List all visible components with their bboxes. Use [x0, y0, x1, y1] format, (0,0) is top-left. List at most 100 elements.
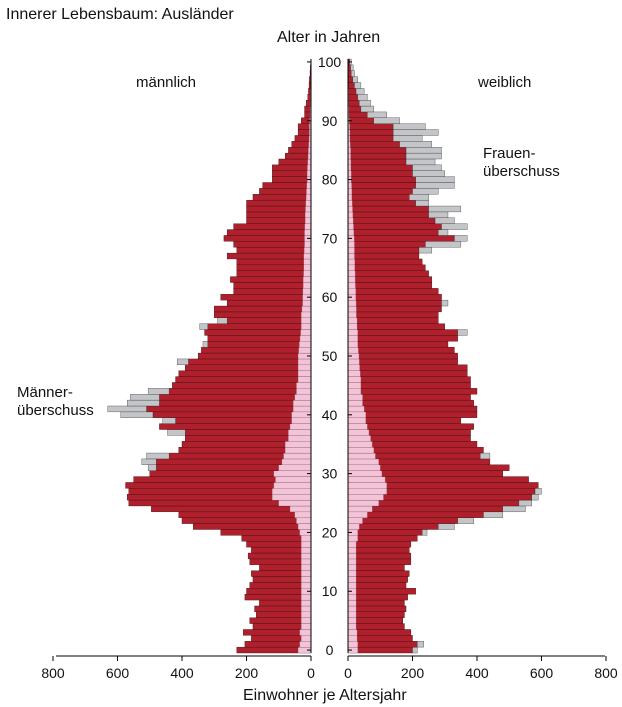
- female-inner-age-39: [347, 417, 366, 424]
- male-bar-age-24: [151, 505, 312, 513]
- female-bar-age-22: [347, 517, 458, 524]
- age-tick-label-40: 40: [322, 407, 338, 423]
- female-bar-age-86: [347, 141, 400, 148]
- female-inner-age-37: [347, 429, 370, 436]
- male-bar-age-53: [207, 335, 312, 342]
- female-bar-age-10: [347, 588, 416, 595]
- female-bar-age-12: [347, 576, 408, 583]
- male-inner-age-43: [294, 394, 312, 401]
- female-bar-age-9: [347, 594, 408, 601]
- female-inner-age-23: [347, 511, 368, 518]
- female-bar-age-62: [347, 282, 433, 289]
- male-inner-age-46: [297, 376, 312, 383]
- female-inner-age-57: [347, 311, 357, 318]
- female-bar-age-4: [347, 623, 405, 630]
- female-surplus-age-83: [405, 158, 436, 166]
- male-inner-age-66: [303, 258, 312, 265]
- male-bar-age-52: [207, 341, 312, 348]
- female-bar-age-73: [347, 217, 436, 224]
- female-inner-age-24: [347, 505, 373, 512]
- female-bar-age-95: [347, 88, 357, 95]
- female-bar-age-2: [347, 635, 413, 642]
- female-bar-age-13: [347, 570, 410, 577]
- female-inner-age-25: [347, 499, 379, 507]
- male-surplus-age-32: [141, 458, 157, 465]
- female-bar-age-48: [347, 364, 468, 371]
- female-surplus-age-26: [531, 494, 539, 501]
- male-inner-age-67: [303, 252, 312, 260]
- male-inner-age-33: [283, 452, 312, 460]
- female-inner-age-18: [347, 541, 357, 548]
- female-inner-age-62: [347, 282, 356, 289]
- male-inner-age-69: [304, 241, 312, 248]
- male-inner-age-6: [301, 611, 312, 618]
- male-bar-age-22: [181, 517, 312, 524]
- male-inner-age-27: [272, 488, 312, 495]
- female-inner-age-55: [347, 323, 358, 330]
- female-inner-age-19: [347, 535, 358, 542]
- male-inner-age-24: [289, 505, 312, 512]
- female-surplus-age-75: [428, 205, 462, 213]
- female-inner-age-7: [347, 605, 357, 612]
- male-bar-age-80: [272, 176, 312, 183]
- x-tick-label-left-600: 600: [106, 665, 130, 681]
- female-surplus-age-24: [502, 505, 526, 513]
- male-bar-age-68: [236, 247, 312, 254]
- male-inner-age-41: [293, 405, 312, 412]
- male-inner-age-42: [293, 399, 312, 407]
- age-tick-label-0: 0: [326, 642, 334, 658]
- female-inner-age-6: [347, 611, 357, 618]
- male-bar-age-42: [159, 399, 312, 407]
- female-bar-age-51: [347, 347, 455, 354]
- female-inner-age-30: [347, 470, 382, 477]
- male-bar-age-64: [236, 270, 312, 277]
- male-inner-age-55: [301, 323, 312, 330]
- male-surplus-label: Männer- überschuss: [17, 384, 94, 420]
- male-surplus-age-56: [217, 317, 228, 324]
- male-bar-age-69: [233, 241, 312, 248]
- male-inner-age-37: [288, 429, 312, 436]
- female-surplus-age-73: [434, 217, 455, 224]
- male-bar-age-75: [246, 205, 312, 213]
- female-bar-age-68: [347, 247, 420, 254]
- male-inner-age-73: [305, 217, 312, 224]
- female-surplus-age-72: [441, 223, 468, 230]
- female-inner-age-9: [347, 594, 357, 601]
- female-bar-age-57: [347, 311, 439, 318]
- male-inner-age-16: [301, 552, 312, 560]
- male-inner-age-78: [306, 188, 312, 195]
- female-inner-age-75: [347, 205, 353, 213]
- female-surplus-age-91: [367, 111, 387, 118]
- female-inner-age-74: [347, 211, 353, 218]
- female-surplus-age-86: [399, 141, 433, 148]
- female-inner-age-1: [347, 641, 358, 648]
- age-tick-label-50: 50: [322, 348, 338, 364]
- female-bar-age-7: [347, 605, 407, 613]
- female-inner-age-4: [347, 623, 357, 630]
- female-bar-age-16: [347, 552, 412, 560]
- male-surplus-age-40: [120, 411, 154, 418]
- male-bar-age-81: [272, 170, 312, 177]
- female-inner-age-41: [347, 405, 365, 412]
- female-surplus-age-92: [360, 105, 374, 113]
- female-inner-age-66: [347, 258, 355, 265]
- female-bar-age-59: [347, 299, 442, 307]
- male-inner-age-5: [301, 617, 312, 624]
- female-inner-age-3: [347, 629, 358, 636]
- female-bar-age-69: [347, 241, 426, 248]
- male-inner-age-21: [297, 523, 312, 530]
- male-inner-age-8: [301, 599, 312, 607]
- female-inner-age-71: [347, 229, 354, 236]
- female-surplus-age-97: [352, 76, 358, 83]
- female-inner-age-17: [347, 547, 357, 554]
- male-bar-age-21: [193, 523, 312, 530]
- male-bar-age-41: [146, 405, 312, 413]
- age-tick-label-30: 30: [322, 466, 338, 482]
- age-tick-label-70: 70: [322, 230, 338, 246]
- female-inner-age-52: [347, 341, 358, 348]
- female-inner-age-33: [347, 452, 376, 460]
- male-bar-age-74: [246, 211, 312, 218]
- female-bar-age-89: [347, 123, 394, 130]
- male-inner-age-56: [301, 317, 312, 324]
- male-bar-age-43: [159, 394, 312, 401]
